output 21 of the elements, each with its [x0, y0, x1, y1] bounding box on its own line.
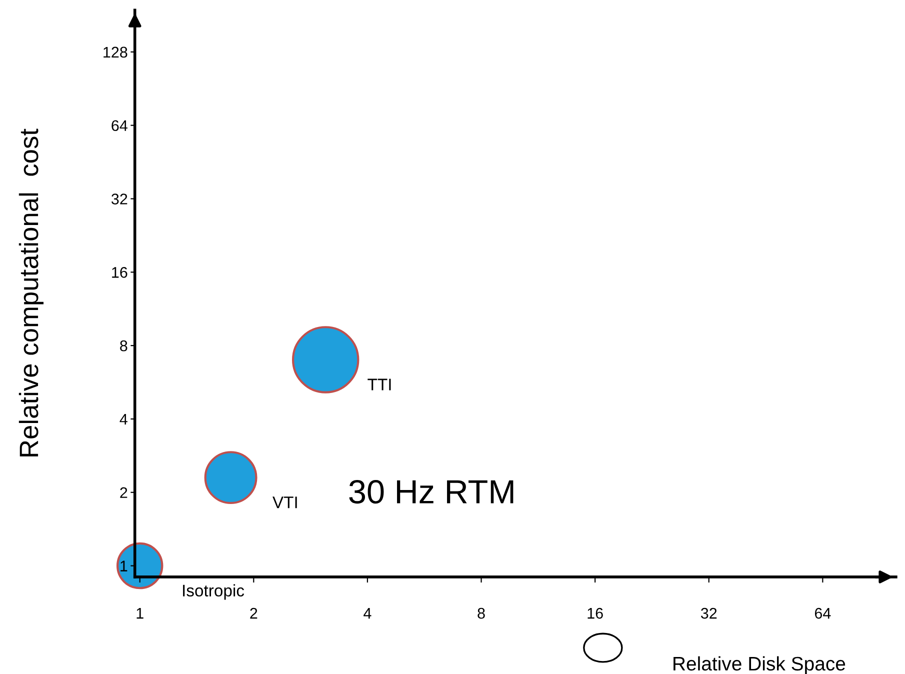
x-tick-label: 8 — [478, 608, 485, 619]
x-tick-label: 1 — [136, 608, 144, 619]
x-tick-label: 32 — [700, 608, 717, 619]
x-tick-label: 2 — [250, 608, 258, 619]
annotation: 30 Hz RTM — [349, 480, 514, 504]
y-tick-label: 4 — [120, 414, 128, 425]
x-tick-label: 16 — [588, 608, 603, 619]
x-tick-label: 4 — [364, 608, 372, 619]
y-tick-label: 16 — [112, 267, 128, 278]
y-tick-label: 64 — [112, 120, 128, 132]
y-tick-label: 8 — [120, 340, 128, 352]
x-tick-label: 64 — [814, 608, 831, 619]
x-axis-title: Relative Disk Space — [674, 656, 846, 674]
y-tick-label: 2 — [120, 487, 128, 498]
annotation: Isotropic — [183, 584, 244, 600]
y-axis-title: Relative computational cost — [18, 128, 44, 456]
y-tick-label: 32 — [111, 194, 128, 204]
annotation: TTI — [368, 378, 391, 390]
y-tick-label: 1 — [120, 560, 128, 572]
annotation: VTI — [272, 496, 297, 508]
y-tick-label: 128 — [104, 46, 128, 58]
